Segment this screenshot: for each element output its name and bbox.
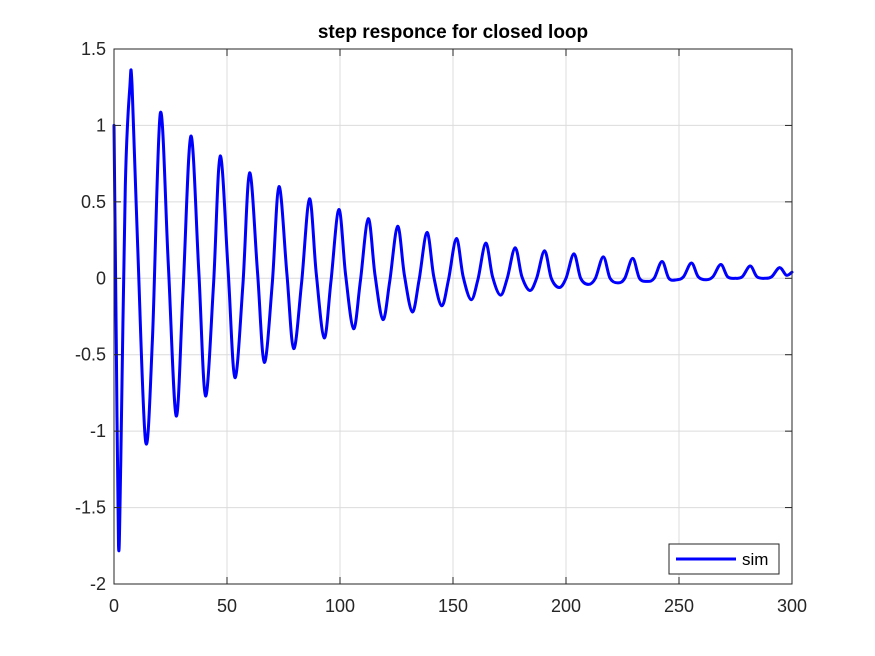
y-tick-label: -1 [90,421,106,441]
x-tick-label: 200 [551,596,581,616]
legend: sim [668,543,780,575]
x-tick-label: 300 [777,596,807,616]
legend-label-sim: sim [742,550,768,569]
curve-layer [112,68,794,553]
y-tick-label: 0.5 [81,192,106,212]
y-tick-label: -0.5 [75,345,106,365]
y-tick-label: 1.5 [81,39,106,59]
x-tick-label: 0 [109,596,119,616]
y-tick-labels: -2 -1.5 -1 -0.5 0 0.5 1 1.5 [75,39,106,594]
y-tick-label: 1 [96,115,106,135]
y-tick-label: -2 [90,574,106,594]
chart-title: step responce for closed loop [318,22,588,43]
x-tick-label: 100 [325,596,355,616]
y-tick-label: 0 [96,268,106,288]
x-tick-labels: 0 50 100 150 200 250 300 [109,596,807,616]
y-tick-label: -1.5 [75,498,106,518]
series-line-sim [112,68,794,553]
axis-ticks [113,48,793,585]
x-tick-label: 50 [217,596,237,616]
x-tick-label: 150 [438,596,468,616]
x-tick-label: 250 [664,596,694,616]
